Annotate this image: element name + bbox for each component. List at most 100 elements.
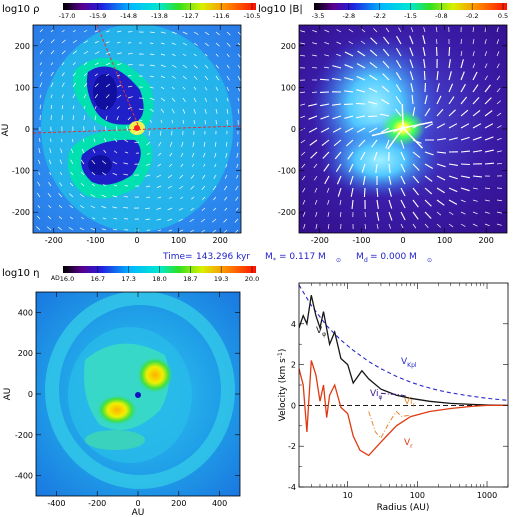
- velocity-vector: [116, 74, 120, 77]
- velocity-vector: [182, 86, 186, 90]
- velocity-vector: [116, 84, 122, 88]
- velocity-vector: [158, 141, 162, 147]
- field-vector: [324, 54, 330, 57]
- field-vector: [400, 163, 406, 173]
- velocity-vector: [114, 138, 118, 143]
- velocity-vector: [36, 192, 41, 198]
- velocity-vector: [57, 226, 63, 231]
- field-vector: [320, 103, 330, 107]
- field-vector: [460, 211, 466, 215]
- field-vector: [320, 115, 330, 120]
- velocity-vector: [50, 39, 55, 44]
- field-vector: [368, 87, 378, 93]
- field-vector: [376, 187, 379, 198]
- x-tick-label: -200: [45, 236, 63, 245]
- resistivity-ylabel: AU: [3, 388, 13, 401]
- field-vector: [312, 54, 318, 57]
- field-vector: [409, 59, 414, 69]
- velocity-vector: [234, 218, 239, 223]
- velocity-vector: [49, 148, 52, 154]
- field-vector: [472, 149, 482, 153]
- velocity-vector: [79, 227, 85, 231]
- velocity-vector: [39, 138, 41, 143]
- x-tick-label: 0: [135, 499, 140, 508]
- velocity-vector: [48, 182, 52, 187]
- velocity-vector: [39, 50, 43, 55]
- velocity-vector: [50, 138, 52, 143]
- field-vector: [436, 83, 440, 93]
- field-vector: [448, 96, 455, 105]
- density-velocity-vectors: [36, 29, 241, 233]
- density-colorbar: log10 ρ -17.0 -15.9 -14.8 -13.8 -12.7 -11.6 -1…: [2, 3, 260, 20]
- velocity-vector: [83, 62, 88, 66]
- velocity-vector: [83, 115, 86, 121]
- field-vector: [472, 123, 482, 129]
- colorbar-tick-label: 19.3: [214, 275, 228, 283]
- velocity-vector: [105, 83, 111, 88]
- colorbar-tick-label: 20.0: [245, 275, 259, 283]
- field-vector: [484, 51, 488, 57]
- field-vector: [400, 199, 406, 209]
- bfield-axes: -200 -100 0 100 200 -200 -100 0 100 200: [278, 25, 507, 245]
- velocity-vector: [213, 196, 217, 201]
- velocity-vector: [115, 126, 118, 132]
- velocity-vector: [72, 138, 74, 143]
- x-tick-label: 10: [343, 491, 353, 500]
- field-vector: [484, 223, 490, 227]
- field-vector: [436, 95, 442, 105]
- field-vector: [436, 108, 444, 117]
- velocity-vector: [134, 130, 140, 134]
- series-label: VKpl: [401, 357, 417, 369]
- velocity-vector: [182, 119, 184, 124]
- velocity-vector: [145, 218, 151, 220]
- field-vector: [448, 163, 458, 167]
- field-vector: [460, 83, 466, 93]
- velocity-vector: [61, 50, 66, 55]
- field-vector: [324, 41, 330, 45]
- field-vector: [395, 96, 402, 105]
- velocity-vector: [190, 174, 195, 179]
- field-vector: [409, 35, 414, 45]
- velocity-vector: [50, 29, 54, 33]
- resistivity-axes: -400 -200 0 200 400 -400 -200 0 200 400: [15, 292, 240, 508]
- velocity-vector: [156, 185, 162, 188]
- colorbar-tick-label: -1.5: [404, 12, 417, 20]
- field-vector: [424, 151, 434, 156]
- y-tick-label: 100: [15, 83, 30, 92]
- velocity-vector: [156, 174, 162, 178]
- resistivity-colorbar-label-sub: AD: [51, 275, 60, 282]
- field-vector: [412, 199, 419, 208]
- field-vector: [396, 35, 402, 45]
- velocity-ylabel: Velocity (km s-1): [277, 349, 288, 422]
- velocity-vector: [61, 72, 65, 77]
- velocity-vector: [38, 148, 41, 154]
- velocity-vector: [105, 30, 110, 33]
- velocity-vector: [105, 115, 108, 121]
- velocity-vector: [190, 229, 195, 233]
- field-vector: [368, 127, 378, 133]
- field-vector: [308, 115, 318, 120]
- field-vector: [360, 28, 366, 33]
- field-vector: [472, 211, 478, 215]
- velocity-vector: [149, 75, 154, 78]
- field-vector: [424, 211, 432, 219]
- velocity-vector: [127, 63, 133, 66]
- field-vector: [369, 74, 378, 81]
- field-vector: [460, 175, 470, 179]
- field-vector: [460, 150, 471, 153]
- velocity-vector: [116, 116, 119, 121]
- field-vector: [348, 163, 354, 173]
- velocity-vector: [189, 218, 195, 222]
- field-vector: [448, 71, 452, 81]
- velocity-vector: [126, 126, 129, 132]
- velocity-vector: [113, 184, 118, 187]
- velocity-vector: [182, 53, 187, 57]
- field-vector: [496, 223, 502, 226]
- velocity-vector: [102, 217, 107, 220]
- field-vector: [332, 115, 342, 120]
- velocity-vector: [193, 86, 197, 90]
- velocity-vector: [101, 205, 107, 209]
- velocity-vector: [215, 42, 220, 47]
- velocity-series-labels: VKpl Viφ Vφ Vir Vr: [316, 326, 417, 450]
- velocity-vector: [72, 39, 77, 44]
